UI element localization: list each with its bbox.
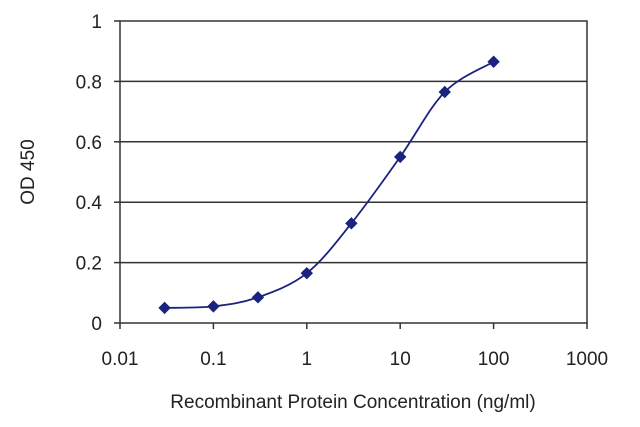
x-tick-label-2: 1 [302,349,313,370]
series-layer [158,55,500,315]
plot-area [119,20,588,324]
data-point-7 [487,55,500,68]
x-tick-label-4: 100 [478,349,510,370]
y-tick-label-2: 0.4 [76,193,103,214]
x-tick-labels: 0.01 0.1 1 10 100 1000 [102,349,609,370]
data-point-1 [207,300,220,313]
y-tick-label-0: 0 [91,314,102,335]
x-tick-label-1: 0.1 [200,349,226,370]
series-line-0 [164,60,495,309]
axis-ticks [114,20,588,329]
data-point-6 [438,85,451,99]
data-point-3 [300,266,314,280]
y-tick-label-1: 0.2 [76,254,102,275]
grid-lines [120,80,587,264]
x-tick-label-3: 10 [390,349,411,370]
data-point-2 [251,291,265,304]
x-tick-label-5: 1000 [566,349,608,370]
y-tick-labels: 0 0.2 0.4 0.6 0.8 1 [76,12,103,335]
y-axis-title: OD 450 [18,139,39,204]
y-tick-label-4: 0.8 [76,72,102,93]
y-tick-label-3: 0.6 [76,133,102,154]
x-tick-label-0: 0.01 [102,349,139,370]
data-point-0 [158,301,171,315]
data-point-5 [393,150,407,164]
x-axis-title: Recombinant Protein Concentration (ng/ml… [170,392,535,413]
data-point-4 [345,217,358,230]
y-tick-label-5: 1 [91,12,102,33]
